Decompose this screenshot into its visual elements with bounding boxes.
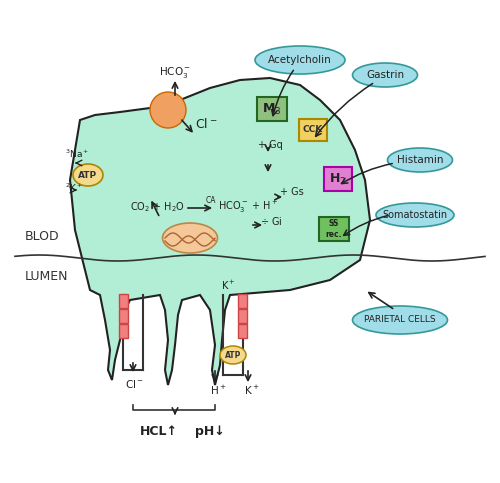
Text: H$^+$: H$^+$ [210,384,226,397]
Text: $^3$Na$^+$: $^3$Na$^+$ [65,148,90,160]
Text: HCO$_3^-$ + H$^+$: HCO$_3^-$ + H$^+$ [218,199,278,215]
Bar [238,324,247,338]
Text: Somatostatin: Somatostatin [382,210,448,220]
Text: + Gq: + Gq [258,140,283,150]
Text: ATP: ATP [225,351,241,359]
Text: BLOD: BLOD [25,230,59,243]
Text: ATP: ATP [78,170,98,180]
Bar [119,294,128,308]
Bar [119,309,128,323]
Ellipse shape [162,223,218,253]
Text: CCK: CCK [303,126,323,134]
Text: Cl$^-$: Cl$^-$ [195,117,218,131]
FancyBboxPatch shape [299,119,327,141]
Text: Histamin: Histamin [397,155,444,165]
Text: $\div$ Gi: $\div$ Gi [260,215,282,227]
Text: HCL↑: HCL↑ [140,425,178,438]
Bar [238,294,247,308]
Text: Acetylcholin: Acetylcholin [268,55,332,65]
Text: $^2$K$^+$: $^2$K$^+$ [65,182,83,194]
Polygon shape [70,78,370,385]
Ellipse shape [220,346,246,364]
Text: PARIETAL CELLS: PARIETAL CELLS [364,315,436,325]
FancyBboxPatch shape [324,167,352,191]
Ellipse shape [388,148,452,172]
Text: LUMEN: LUMEN [25,270,68,283]
Text: SS
rec.: SS rec. [326,219,342,239]
Text: pH↓: pH↓ [195,425,225,438]
Bar [238,309,247,323]
Text: H$_2$: H$_2$ [330,171,346,186]
Ellipse shape [376,203,454,227]
Ellipse shape [73,164,103,186]
Text: Gastrin: Gastrin [366,70,404,80]
FancyBboxPatch shape [257,97,287,121]
Circle shape [150,92,186,128]
Text: M$_3$: M$_3$ [262,101,281,116]
Text: + Gs: + Gs [280,187,304,197]
Text: K$^+$: K$^+$ [244,384,260,397]
Bar [119,324,128,338]
Ellipse shape [352,63,418,87]
Ellipse shape [255,46,345,74]
Text: CA: CA [206,196,216,205]
Text: K$^+$: K$^+$ [221,279,236,292]
Ellipse shape [352,306,448,334]
Text: Cl$^-$: Cl$^-$ [125,378,144,390]
FancyBboxPatch shape [319,217,349,241]
Text: HCO$_3^-$: HCO$_3^-$ [159,65,191,80]
Text: CO$_2$ + H$_2$O: CO$_2$ + H$_2$O [130,200,185,214]
